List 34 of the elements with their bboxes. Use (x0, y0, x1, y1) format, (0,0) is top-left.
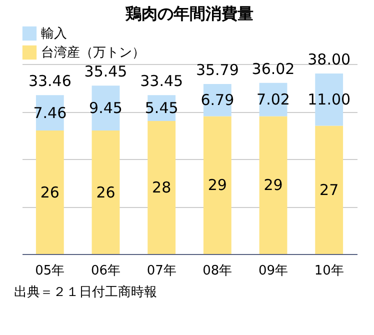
total-label: 36.02 (252, 60, 295, 78)
total-label: 38.00 (308, 50, 351, 68)
chart-title: 鶏肉の年間消費量 (124, 4, 254, 23)
data-label: 7.02 (256, 90, 290, 109)
data-label: 26 (96, 183, 116, 202)
x-tick-label: 06年 (90, 264, 121, 278)
data-label: 28 (152, 178, 172, 196)
bar (203, 116, 232, 254)
data-label: 11.00 (308, 90, 351, 109)
x-tick-label: 05年 (35, 264, 65, 278)
legend-label: 台湾産（万トン） (41, 44, 145, 60)
data-label: 9.45 (89, 99, 122, 118)
bar (259, 116, 288, 254)
data-label: 6.79 (200, 91, 234, 110)
x-tick-label: 08年 (202, 264, 232, 278)
data-label: 29 (208, 176, 227, 194)
x-tick-label: 07年 (146, 264, 176, 278)
total-label: 33.46 (28, 72, 72, 90)
source-note: 出典＝２１日付工商時報 (14, 285, 157, 300)
total-label: 35.79 (196, 61, 239, 79)
bar (148, 121, 176, 254)
bar (36, 130, 64, 254)
total-label: 33.45 (140, 72, 184, 90)
x-tick-label: 10年 (314, 264, 344, 278)
data-label: 26 (40, 183, 60, 202)
data-label: 29 (264, 176, 283, 194)
data-label: 27 (320, 180, 339, 199)
x-tick-label: 09年 (258, 264, 288, 278)
bar (92, 130, 120, 254)
bar (315, 126, 344, 254)
data-label: 5.45 (144, 99, 178, 118)
data-label: 7.46 (33, 104, 67, 122)
legend-label: 輸入 (41, 26, 67, 42)
total-label: 35.45 (84, 62, 128, 81)
